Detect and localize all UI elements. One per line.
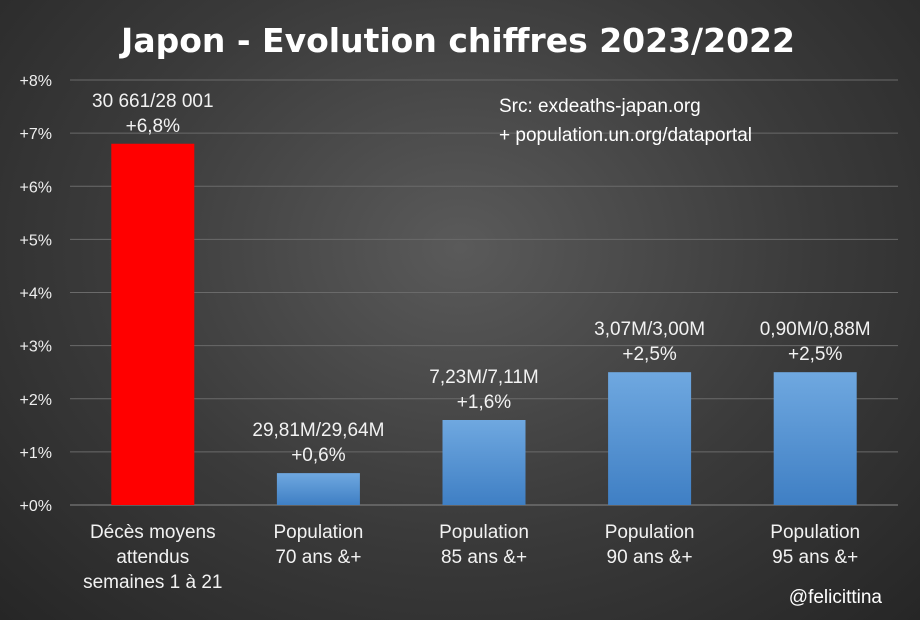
data-label: 0,90M/0,88M (760, 319, 871, 340)
source-line-1: Src: exdeaths-japan.org (499, 96, 701, 117)
y-tick-label: +6% (20, 179, 52, 196)
chart-title: Japon - Evolution chiffres 2023/2022 (119, 21, 795, 60)
category-label: Décès moyens (90, 522, 216, 543)
y-axis-ticks: +0% +1% +2% +3% +4% +5% +6% +7% +8% (20, 73, 52, 515)
y-tick-label: +0% (20, 498, 52, 515)
category-label: 95 ans &+ (772, 547, 858, 568)
category-label: Population (439, 522, 529, 543)
category-label: Population (770, 522, 860, 543)
category-label: Population (274, 522, 364, 543)
source-line-2: + population.un.org/dataportal (499, 125, 752, 146)
data-label: 7,23M/7,11M (429, 367, 538, 388)
data-labels: 30 661/28 001 +6,8% 29,81M/29,64M +0,6% 7,23… (92, 91, 871, 466)
bar (773, 372, 857, 505)
category-label: 70 ans &+ (275, 547, 361, 568)
category-label: 90 ans &+ (607, 547, 693, 568)
bars (111, 143, 857, 505)
credit: @felicittina (789, 587, 883, 608)
y-tick-label: +7% (20, 126, 52, 143)
bar (276, 473, 360, 505)
bar (608, 372, 692, 505)
y-tick-label: +1% (20, 445, 52, 462)
bar (442, 420, 526, 505)
data-label: +1,6% (457, 392, 512, 413)
bar (111, 143, 195, 505)
x-axis-categories: Décès moyens attendus semaines 1 à 21 Popul… (83, 522, 860, 593)
data-label: +2,5% (788, 344, 843, 365)
y-tick-label: +3% (20, 339, 52, 356)
y-tick-label: +5% (20, 232, 52, 249)
data-label: 29,81M/29,64M (252, 420, 384, 441)
category-label: attendus (116, 547, 189, 568)
y-tick-label: +8% (20, 73, 52, 90)
y-tick-label: +2% (20, 392, 52, 409)
data-label: +6,8% (126, 116, 181, 137)
y-tick-label: +4% (20, 286, 52, 303)
data-label: +2,5% (622, 344, 677, 365)
category-label: 85 ans &+ (441, 547, 527, 568)
gridlines (70, 79, 898, 506)
data-label: 30 661/28 001 (92, 91, 214, 112)
data-label: +0,6% (291, 445, 346, 466)
category-label: semaines 1 à 21 (83, 572, 222, 593)
data-label: 3,07M/3,00M (594, 319, 705, 340)
category-label: Population (605, 522, 695, 543)
